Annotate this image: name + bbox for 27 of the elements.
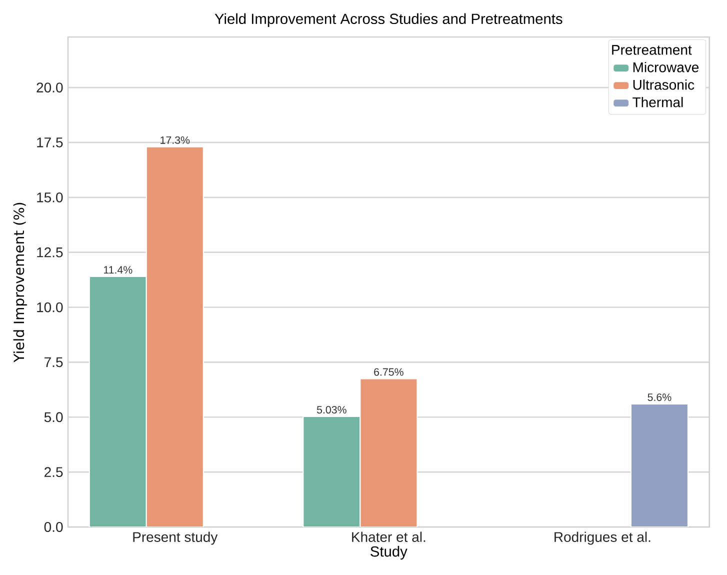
y-tick-label: 15.0 — [37, 192, 63, 202]
x-tick-label: Rodrigues et al. — [554, 532, 650, 545]
bar — [146, 146, 204, 527]
legend-label: Ultrasonic — [633, 79, 694, 90]
data-label: 5.6% — [648, 393, 672, 402]
y-tick-label: 5.0 — [44, 412, 63, 422]
y-tick-label: 12.5 — [37, 247, 63, 258]
y-tick-label: 20.0 — [36, 82, 63, 92]
data-label: 6.75% — [374, 368, 404, 376]
legend-label: Thermal — [632, 96, 683, 108]
y-tick-label: 10.0 — [37, 302, 63, 312]
data-label: 11.4% — [104, 266, 132, 274]
y-tick-label: 17.5 — [37, 138, 63, 148]
data-label: 17.3% — [160, 136, 190, 144]
chart-title: Yield Improvement Across Studies and Pretreatments — [214, 13, 562, 27]
data-label: 5.03% — [316, 406, 346, 414]
x-tick-label: Present study — [133, 532, 218, 545]
x-tick-label: Khater et al. — [352, 532, 426, 542]
y-axis-title: Yield Improvement (%) — [13, 202, 27, 362]
legend-title: Pretreatment — [612, 45, 692, 55]
bar — [630, 403, 688, 527]
y-tick-label: 7.5 — [44, 357, 63, 368]
x-axis-title: Study — [370, 546, 408, 560]
y-tick-label: 0.0 — [44, 522, 63, 532]
bar — [360, 378, 418, 527]
legend-label: Microwave — [633, 62, 699, 72]
y-tick-label: 2.5 — [44, 467, 63, 478]
